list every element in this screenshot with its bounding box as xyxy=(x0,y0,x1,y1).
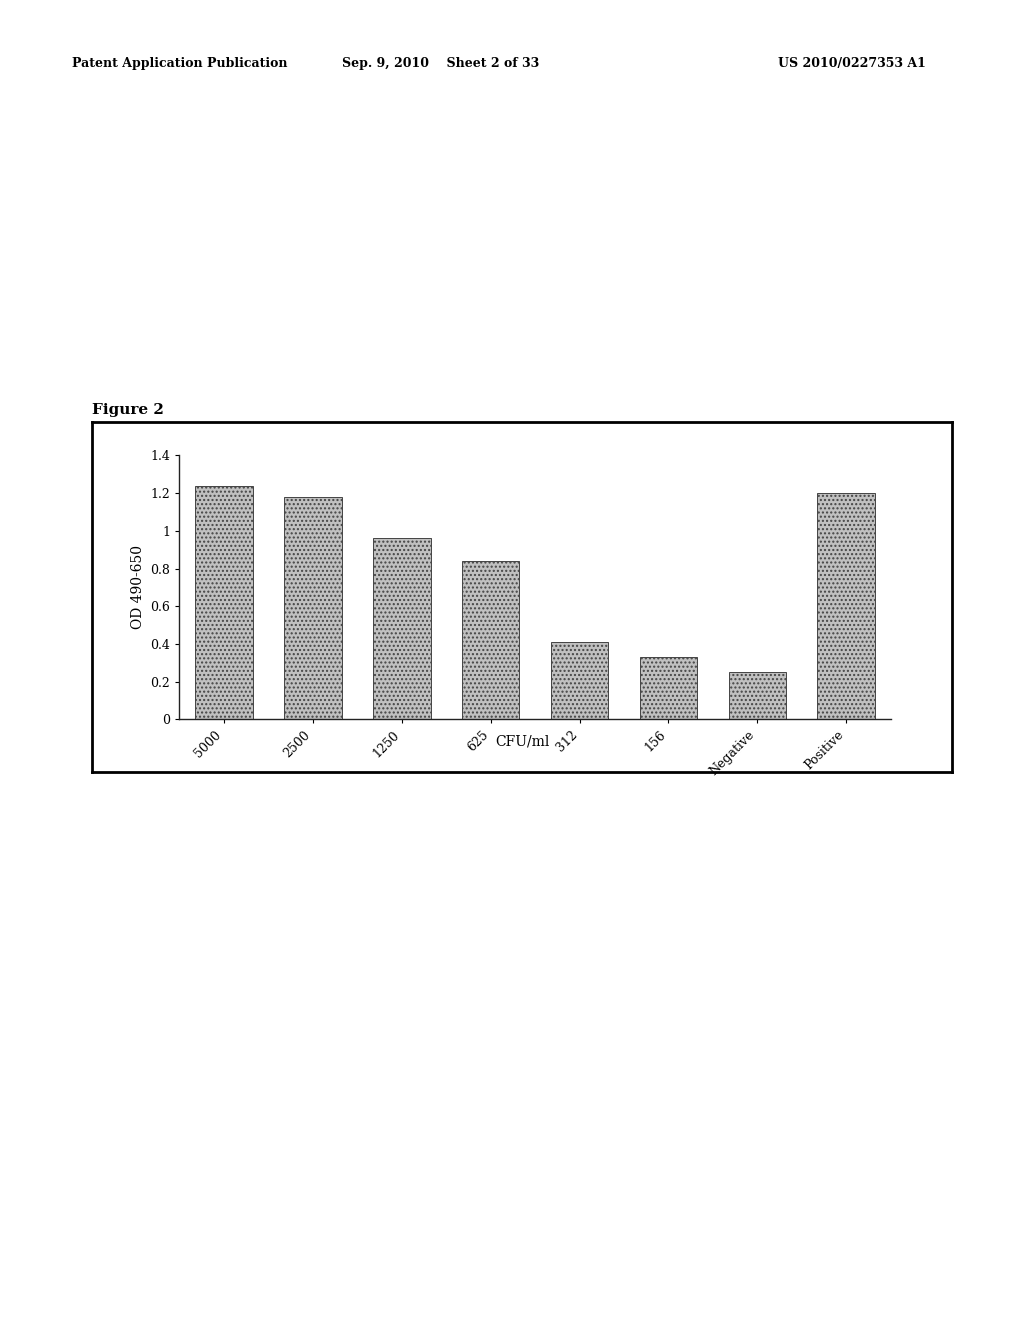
Bar xyxy=(373,539,430,719)
Bar xyxy=(728,672,786,719)
Bar xyxy=(284,496,342,719)
Text: Figure 2: Figure 2 xyxy=(92,403,164,417)
Bar xyxy=(462,561,519,719)
Bar xyxy=(640,657,697,719)
Bar xyxy=(551,642,608,719)
Text: Patent Application Publication: Patent Application Publication xyxy=(72,57,287,70)
Bar xyxy=(195,486,253,719)
Text: Sep. 9, 2010    Sheet 2 of 33: Sep. 9, 2010 Sheet 2 of 33 xyxy=(342,57,539,70)
Bar xyxy=(817,494,876,719)
Text: CFU/ml: CFU/ml xyxy=(495,734,550,748)
Text: US 2010/0227353 A1: US 2010/0227353 A1 xyxy=(778,57,926,70)
Y-axis label: OD 490-650: OD 490-650 xyxy=(131,545,144,630)
